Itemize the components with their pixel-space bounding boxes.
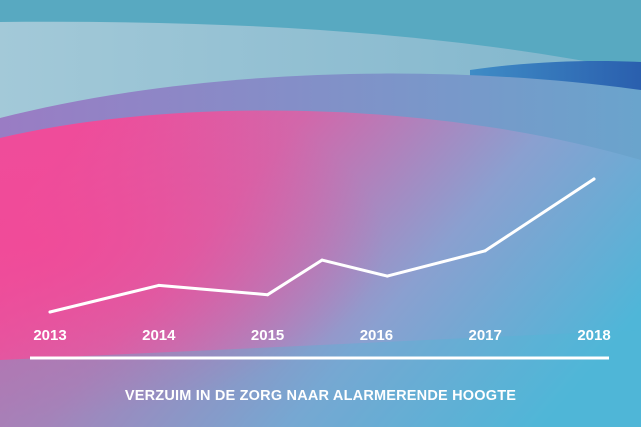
data-points [48,177,596,314]
data-point [48,310,52,314]
data-point [266,293,270,297]
x-tick-label: 2018 [577,327,610,344]
x-tick-label: 2016 [360,327,393,344]
chart-caption: VERZUIM IN DE ZORG NAAR ALARMERENDE HOOG… [124,388,517,404]
data-point [483,249,487,253]
data-point [385,274,389,278]
data-point [157,283,161,287]
x-tick-label: 2015 [251,327,284,344]
series-line [48,177,596,314]
data-point [320,258,324,262]
x-tick-label: 2013 [33,327,66,344]
data-point [592,177,596,181]
x-tick-label: 2017 [469,327,502,344]
x-tick-label: 2014 [142,327,176,344]
x-axis-tick-labels: 2013 2014 2015 2016 2017 2018 [33,327,610,344]
